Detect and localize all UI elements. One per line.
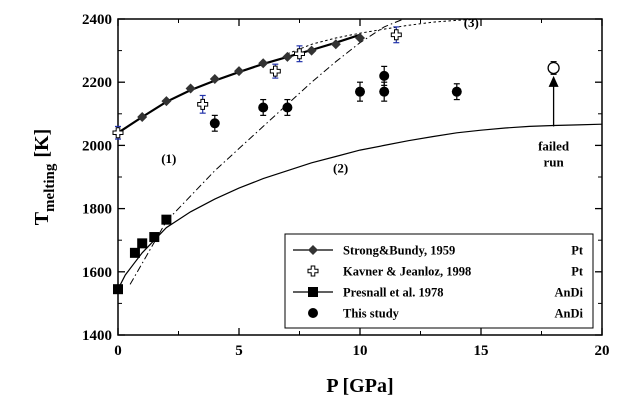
data-point [379, 70, 390, 81]
data-point [161, 96, 172, 107]
y-tick-label: 2200 [82, 75, 112, 91]
x-axis-title: P [GPa] [326, 375, 393, 397]
curve-3-label: (3) [464, 15, 479, 30]
series-strong-bundy-1959 [113, 32, 365, 138]
data-point [330, 39, 341, 50]
data-point [209, 74, 220, 85]
x-tick-label: 10 [353, 343, 368, 359]
y-tick-label: 1400 [82, 328, 112, 344]
y-tick-label: 1800 [82, 202, 112, 218]
legend-marker [307, 265, 319, 277]
data-point [269, 65, 281, 77]
y-axis-title-unit: [K] [31, 129, 53, 158]
legend-label: Presnall et al. 1978 [343, 286, 443, 300]
legend-tag: AnDi [555, 286, 584, 300]
x-tick-label: 15 [474, 343, 489, 359]
data-point [306, 45, 317, 56]
x-tick-label: 0 [114, 343, 122, 359]
data-point [451, 86, 462, 97]
data-point [379, 86, 390, 97]
y-axis-title: Tmelting [K] [31, 129, 58, 226]
data-point [129, 247, 140, 258]
failed-run-arrow-head [548, 75, 559, 87]
ticks-layer: 0 5 10 15 20 1400 1600 1800 2000 2200 2400 [82, 12, 610, 359]
data-point [282, 102, 293, 113]
legend-entry: This study AnDi [308, 307, 584, 321]
data-point [197, 98, 209, 110]
series-presnall-et-al-1978 [113, 214, 172, 295]
legend-entry: Presnall et al. 1978 AnDi [293, 286, 584, 300]
data-point [258, 58, 269, 69]
data-point [282, 51, 293, 62]
data-point [137, 238, 148, 249]
x-tick-label: 5 [235, 343, 243, 359]
y-tick-label: 2000 [82, 138, 112, 154]
legend-entry: Kavner & Jeanloz, 1998 Pt [307, 265, 584, 279]
legend-marker [308, 245, 318, 255]
data-point [112, 127, 124, 139]
data-point [113, 284, 123, 295]
failed-run-label-line2: run [543, 154, 564, 169]
series-kavner-jeanloz-1998 [112, 26, 402, 140]
legend-tag: Pt [571, 244, 584, 258]
data-point [234, 66, 244, 77]
curve-3-line [287, 19, 482, 55]
data-point [209, 118, 220, 129]
series-this-study [209, 65, 462, 132]
data-point [185, 83, 196, 94]
curve-2-line [118, 123, 602, 290]
data-point [258, 102, 269, 113]
legend-tag: Pt [571, 265, 584, 279]
data-point [355, 32, 365, 43]
failed-run-point [547, 61, 560, 75]
data-point [149, 232, 160, 243]
x-tick-label: 20 [595, 343, 610, 359]
legend-marker [308, 287, 318, 297]
curve-2-label: (2) [333, 160, 348, 175]
data-point [137, 111, 148, 122]
points-layer [112, 26, 462, 295]
legend-marker [308, 308, 318, 318]
y-axis-title-sub: melting [42, 163, 58, 212]
failed-run-label-line1: failed [538, 138, 570, 153]
y-tick-label: 2400 [82, 12, 112, 28]
legend-box [284, 233, 594, 329]
legend-label: This study [343, 307, 400, 321]
curve-1-label: (1) [161, 151, 176, 166]
data-point [294, 48, 305, 60]
data-point [390, 29, 402, 41]
y-axis-title-main: T [31, 211, 53, 225]
data-point [355, 86, 365, 97]
data-point [161, 214, 172, 225]
legend-label: Strong&Bundy, 1959 [343, 244, 455, 258]
legend-entry: Strong&Bundy, 1959 Pt [293, 244, 584, 258]
strong-bundy-fit-line [118, 33, 361, 134]
legend-label: Kavner & Jeanloz, 1998 [343, 265, 471, 279]
y-tick-label: 1600 [82, 265, 112, 281]
legend-tag: AnDi [555, 307, 584, 321]
